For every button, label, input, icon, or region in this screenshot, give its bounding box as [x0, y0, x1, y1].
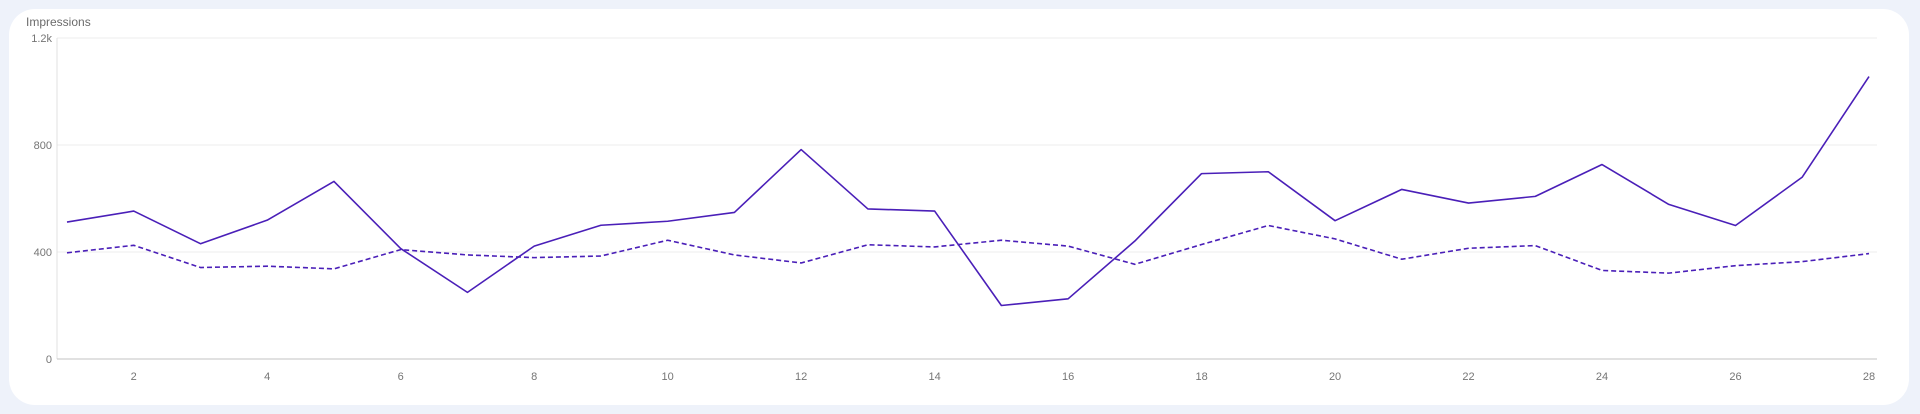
x-tick-label: 14 [929, 371, 941, 383]
x-tick-label: 10 [662, 371, 674, 383]
y-tick-label: 1.2k [31, 33, 52, 45]
chart-card [9, 9, 1909, 405]
y-tick-label: 400 [34, 247, 52, 259]
x-tick-label: 6 [398, 371, 404, 383]
y-tick-label: 0 [46, 354, 52, 366]
series-line-dashed [66, 224, 1870, 274]
x-tick-label: 2 [131, 371, 137, 383]
x-tick-label: 12 [795, 371, 807, 383]
x-tick-label: 4 [264, 371, 270, 383]
y-tick-label: 800 [34, 140, 52, 152]
x-tick-label: 26 [1729, 371, 1741, 383]
series-line-solid [66, 76, 1870, 307]
chart-title: Impressions [26, 15, 91, 29]
x-tick-label: 24 [1596, 371, 1608, 383]
x-tick-label: 22 [1462, 371, 1474, 383]
x-tick-label: 8 [531, 371, 537, 383]
x-tick-label: 20 [1329, 371, 1341, 383]
x-tick-label: 16 [1062, 371, 1074, 383]
x-tick-label: 18 [1195, 371, 1207, 383]
x-tick-label: 28 [1863, 371, 1875, 383]
